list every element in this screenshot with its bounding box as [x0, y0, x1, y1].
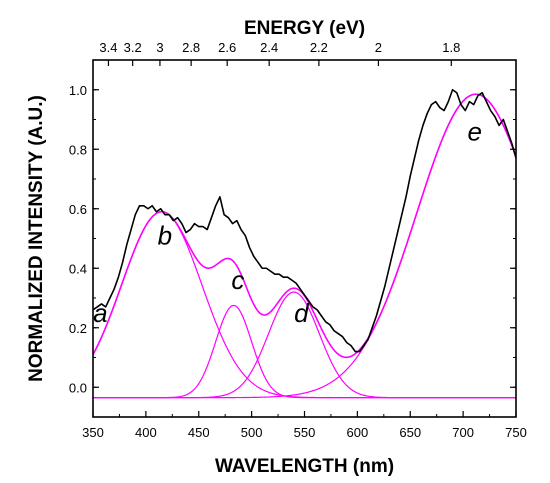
plot-area: [93, 88, 516, 399]
x-tick-label: 700: [452, 425, 474, 440]
fit-component-e: [93, 93, 516, 399]
top-tick-label: 2: [375, 40, 382, 55]
x-tick-label: 750: [505, 425, 527, 440]
y-tick-label: 0.8: [69, 142, 87, 157]
top-tick-label: 2.2: [310, 40, 328, 55]
x-tick-label: 400: [135, 425, 157, 440]
top-tick-label: 2.6: [218, 40, 236, 55]
x-axis-title: WAVELENGTH (nm): [215, 456, 394, 477]
peak-labels: a b c d e: [93, 116, 482, 327]
y-axis: 0.0 0.2 0.4 0.6 0.8 1.0: [69, 59, 516, 418]
peak-label-d: d: [294, 298, 310, 328]
y-tick-label: 0.2: [69, 321, 87, 336]
peak-label-e: e: [468, 116, 482, 146]
x-tick-label: 350: [82, 425, 104, 440]
x-axis: 350 400 450 500 550 600 650 700 750: [82, 411, 527, 440]
peak-label-a: a: [93, 298, 107, 328]
top-axis-title: ENERGY (eV): [244, 18, 365, 39]
top-tick-label: 1.8: [442, 40, 460, 55]
measured-spectrum-line: [93, 88, 516, 353]
y-tick-label: 0.0: [69, 380, 87, 395]
y-tick-label: 1.0: [69, 83, 87, 98]
x-tick-label: 450: [188, 425, 210, 440]
top-energy-axis: 3.4 3.2 3 2.8 2.6 2.4 2.2 2 1.8: [99, 40, 460, 66]
x-tick-label: 550: [294, 425, 316, 440]
peak-label-c: c: [231, 265, 244, 295]
x-tick-label: 600: [347, 425, 369, 440]
top-tick-label: 3.2: [124, 40, 142, 55]
plot-frame: [92, 59, 517, 418]
y-tick-label: 0.4: [69, 261, 87, 276]
peak-label-b: b: [158, 220, 172, 250]
plot-clip-group: [93, 88, 516, 399]
top-tick-label: 3: [156, 40, 163, 55]
y-tick-label: 0.6: [69, 202, 87, 217]
x-tick-label: 650: [399, 425, 421, 440]
y-axis-title: NORMALIZED INTENSITY (A.U.): [26, 95, 47, 382]
x-tick-label: 500: [241, 425, 263, 440]
top-tick-label: 2.4: [260, 40, 278, 55]
top-tick-label: 2.8: [182, 40, 200, 55]
top-tick-label: 3.4: [99, 40, 117, 55]
